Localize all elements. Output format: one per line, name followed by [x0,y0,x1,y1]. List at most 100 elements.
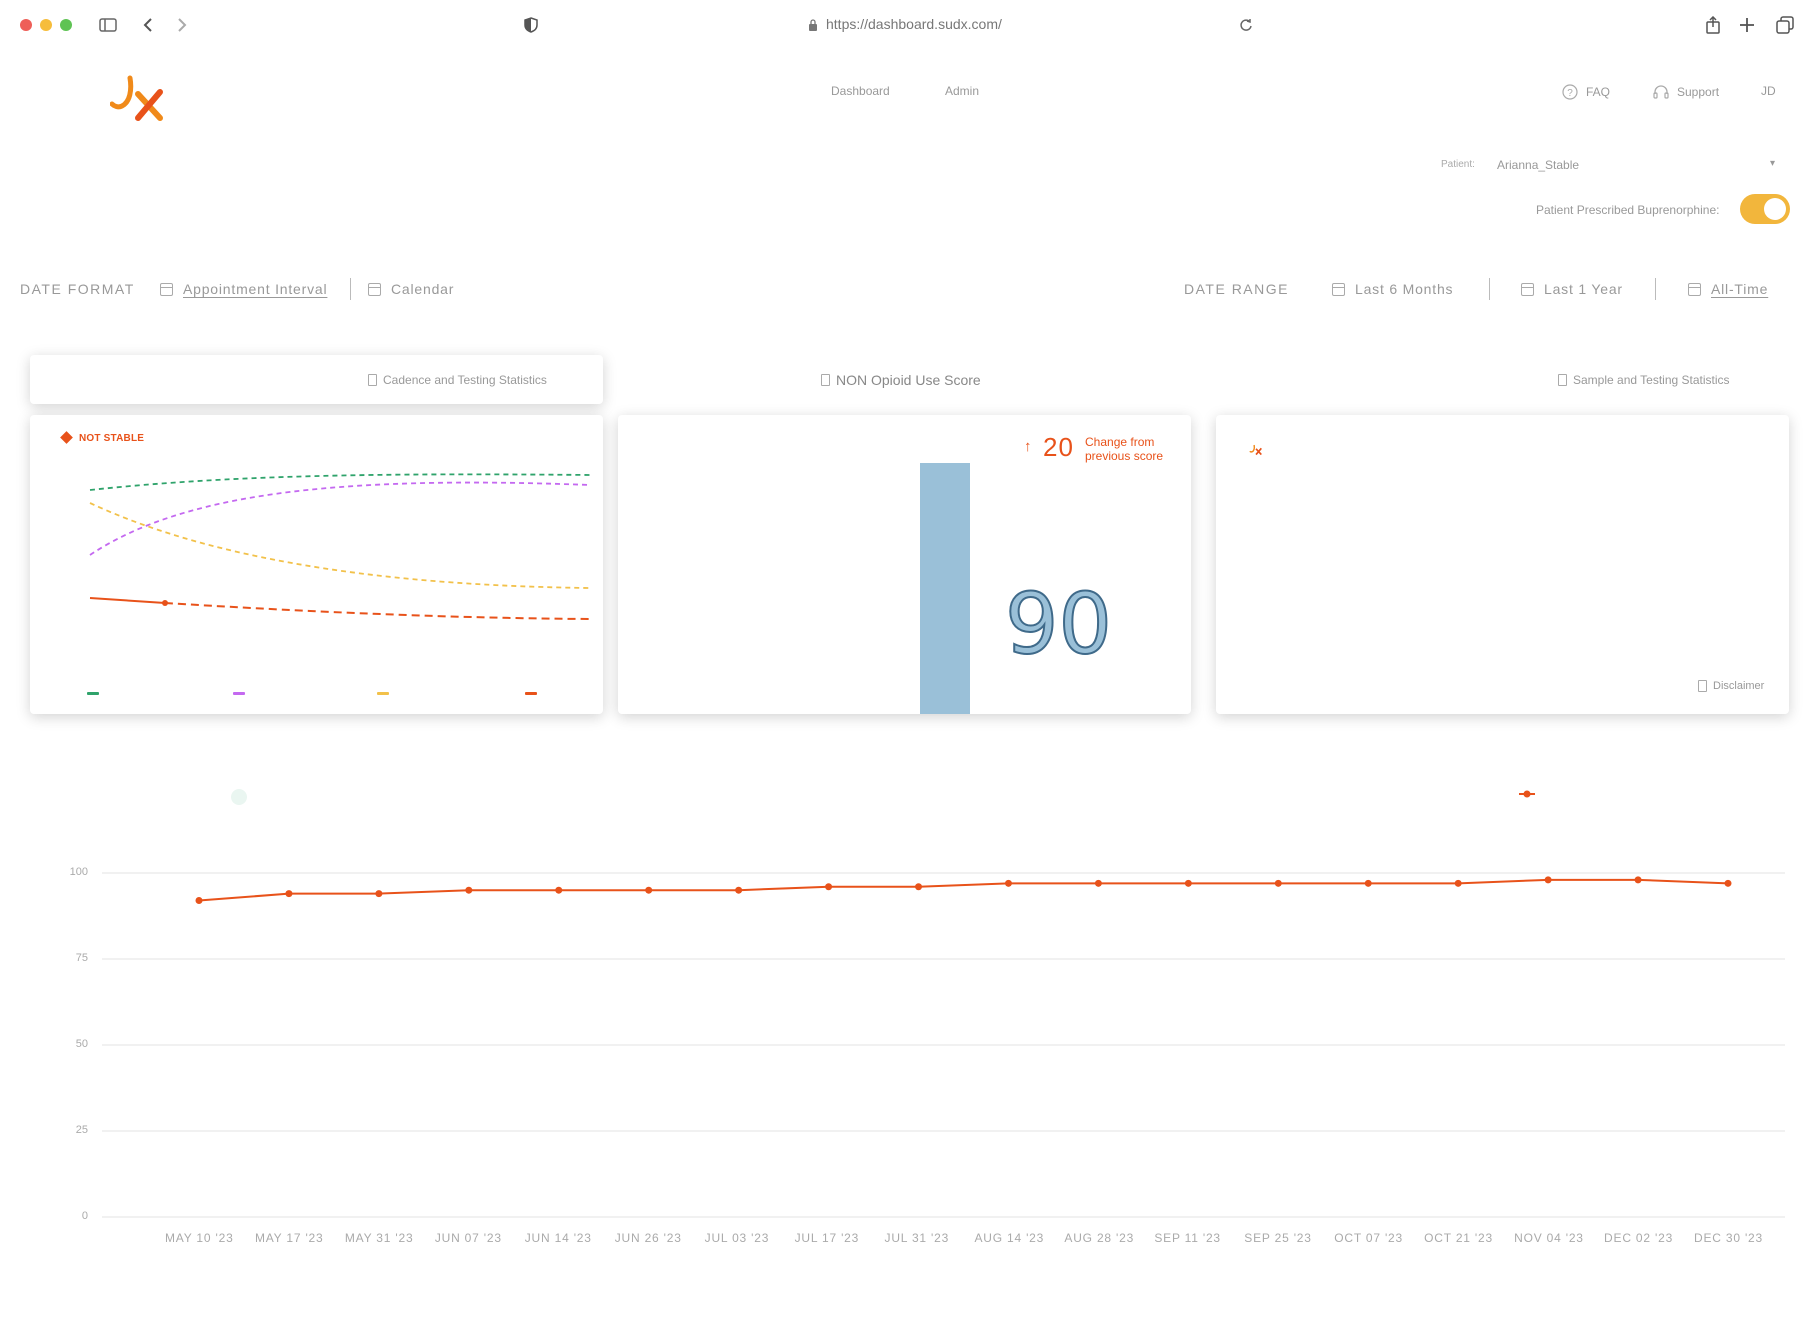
cadence-tab[interactable] [30,355,603,404]
score-point[interactable] [1454,879,1462,887]
date-format-title: DATE FORMAT [20,281,135,297]
x-tick-label: JUN 26 '23 [614,1231,682,1245]
x-tick-label: JUL 03 '23 [704,1231,770,1245]
sudx-logo[interactable] [109,74,174,129]
arrow-up-icon: ↑ [1024,438,1032,455]
score-value: 90 [1004,574,1113,674]
reload-icon[interactable] [1235,14,1257,36]
date-range-last-6-months[interactable]: Last 6 Months [1332,281,1453,297]
date-range-last-1-year[interactable]: Last 1 Year [1521,281,1623,297]
legend-series-marker[interactable] [1518,788,1536,800]
x-tick-label: JUN 14 '23 [524,1231,592,1245]
y-tick-75: 75 [75,952,88,964]
score-point[interactable] [1094,879,1102,887]
sample-card [1216,415,1789,714]
share-icon[interactable] [1702,14,1724,36]
y-tick-100: 100 [69,866,88,878]
close-window-button[interactable] [20,19,32,31]
y-tick-0: 0 [81,1210,88,1222]
score-point[interactable] [375,890,383,898]
nav-admin[interactable]: Admin [945,84,980,98]
x-tick-label: SEP 11 '23 [1154,1231,1221,1245]
legend-red[interactable] [525,692,537,695]
x-tick-label: AUG 14 '23 [974,1231,1045,1245]
date-format-calendar[interactable]: Calendar [368,281,454,297]
patient-select[interactable]: Arianna_Stable [1497,158,1580,172]
x-tick-label: MAY 17 '23 [254,1231,324,1245]
score-point[interactable] [825,883,833,891]
buprenorphine-toggle[interactable] [1740,194,1790,224]
maximize-window-button[interactable] [60,19,72,31]
cadence-label[interactable]: Cadence and Testing Statistics [368,373,547,387]
tab-overview-icon[interactable] [1774,14,1796,36]
score-point[interactable] [645,886,653,894]
calendar-icon [1521,282,1534,296]
cadence-card [30,415,603,714]
score-point[interactable] [1004,879,1012,887]
score-point[interactable] [1544,876,1552,884]
legend-yellow[interactable] [377,692,389,695]
document-icon [821,374,830,386]
calendar-icon [1688,282,1701,296]
x-tick-label: SEP 25 '23 [1244,1231,1312,1245]
headset-icon [1653,85,1669,99]
divider [1655,278,1656,300]
help-icon: ? [1562,84,1578,100]
sidebar-icon[interactable] [97,14,119,36]
calendar-icon [1332,282,1345,296]
faq-link[interactable]: ? FAQ [1562,84,1610,100]
disclaimer-link[interactable]: Disclaimer [1698,680,1764,692]
sudx-mini-logo [1249,444,1265,459]
user-avatar[interactable]: JD [1761,84,1776,98]
change-value: 20 [1043,432,1074,462]
score-point[interactable] [1634,876,1642,884]
address-bar[interactable]: https://dashboard.sudx.com/ [826,16,1002,32]
x-tick-label: MAY 10 '23 [165,1231,234,1245]
x-tick-label: DEC 30 '23 [1694,1231,1763,1245]
score-point[interactable] [555,886,563,894]
divider [1489,278,1490,300]
support-link[interactable]: Support [1653,84,1719,100]
score-point[interactable] [465,886,473,894]
minimize-window-button[interactable] [40,19,52,31]
document-icon [1558,374,1567,386]
green-trend-line [89,473,591,491]
x-tick-label: AUG 28 '23 [1064,1231,1135,1245]
new-tab-icon[interactable] [1736,14,1758,36]
chevron-down-icon[interactable]: ▾ [1770,158,1776,169]
toggle-knob [1764,198,1786,220]
x-tick-label: JUL 17 '23 [794,1231,860,1245]
divider [350,278,351,300]
back-icon[interactable] [137,14,159,36]
score-point[interactable] [915,883,923,891]
sample-label[interactable]: Sample and Testing Statistics [1558,373,1730,387]
browser-toolbar: https://dashboard.sudx.com/ [0,0,1813,52]
legend-green[interactable] [87,692,99,695]
date-range-all-time[interactable]: All-Time [1688,281,1768,297]
date-format-appointment-interval[interactable]: Appointment Interval [160,281,327,297]
calendar-icon [368,282,381,296]
score-point[interactable] [1364,879,1372,887]
nonopioid-label[interactable]: NON Opioid Use Score [821,372,981,388]
x-tick-label: JUN 07 '23 [434,1231,502,1245]
score-point[interactable] [1724,879,1732,887]
score-line [198,878,1729,902]
forward-icon[interactable] [171,14,193,36]
status-badge: NOT STABLE [79,433,145,444]
score-point[interactable] [1184,879,1192,887]
yellow-trend-line [89,502,591,589]
privacy-shield-icon[interactable] [520,14,542,36]
x-tick-label: JUL 31 '23 [884,1231,950,1245]
nonopioid-card [618,415,1191,714]
score-point[interactable] [195,897,203,905]
date-range-title: DATE RANGE [1184,281,1289,297]
red-trend-dashed [164,602,591,620]
document-icon [1698,680,1707,692]
nav-dashboard[interactable]: Dashboard [831,84,890,98]
score-point[interactable] [285,890,293,898]
info-icon[interactable] [231,789,247,805]
score-point[interactable] [1274,879,1282,887]
score-point[interactable] [735,886,743,894]
legend-purple[interactable] [233,692,245,695]
